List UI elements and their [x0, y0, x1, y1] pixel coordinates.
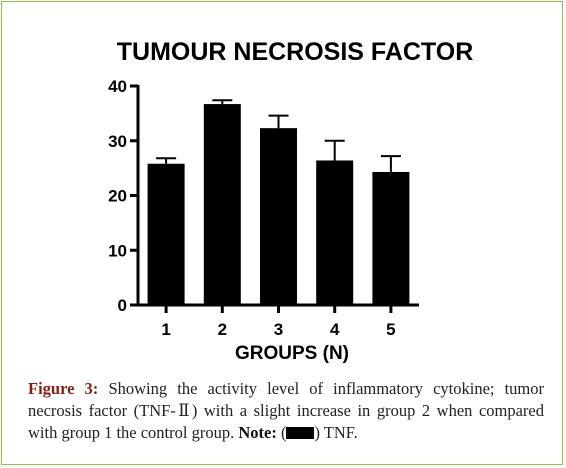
- bar-chart: TUMOUR NECROSIS FACTOR 0 10 20 30 40 1 2 3 4 5 G…: [108, 38, 474, 364]
- bar-group-4: [316, 160, 354, 305]
- y-tick-label: 30: [108, 132, 127, 151]
- x-axis-title: GROUPS (N): [235, 343, 349, 364]
- bar-group-1: [147, 163, 185, 305]
- x-tick-label: 4: [330, 320, 340, 339]
- chart-title: TUMOUR NECROSIS FACTOR: [117, 38, 474, 66]
- x-tick-label: 2: [218, 320, 227, 339]
- y-axis: 0 10 20 30 40: [108, 77, 140, 315]
- bars-group: [147, 99, 410, 305]
- x-tick-label: 1: [161, 320, 170, 339]
- caption-note-close: ) TNF.: [314, 423, 358, 442]
- caption-note-open: (: [280, 423, 287, 442]
- x-tick-label: 5: [386, 320, 395, 339]
- bar-group-2: [203, 104, 241, 305]
- bar-group-5: [372, 171, 410, 305]
- caption-note-label: Note:: [238, 423, 277, 442]
- y-tick-label: 20: [108, 187, 127, 206]
- y-tick-label: 40: [108, 77, 127, 96]
- caption-text: Showing the activity level of inflammato…: [28, 379, 545, 442]
- x-tick-label: 3: [274, 320, 283, 339]
- x-axis: 1 2 3 4 5: [137, 303, 419, 339]
- legend-swatch-tnf: [286, 427, 315, 439]
- y-tick-label: 10: [108, 241, 127, 260]
- caption-label: Figure 3:: [28, 379, 99, 398]
- bar-group-3: [260, 128, 297, 305]
- y-tick-label: 0: [118, 296, 127, 315]
- figure-caption: Figure 3: Showing the activity level of …: [28, 378, 544, 444]
